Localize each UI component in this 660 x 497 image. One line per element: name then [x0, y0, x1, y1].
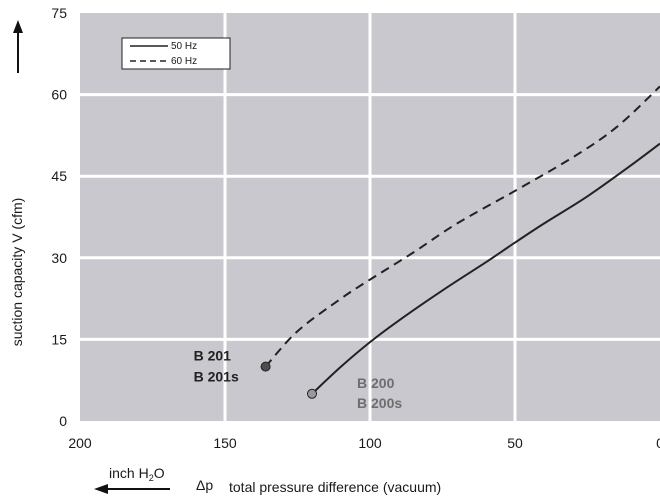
- y-tick-label: 0: [59, 413, 67, 429]
- legend: 50 Hz 60 Hz: [121, 37, 231, 70]
- point-label: B 200s: [357, 395, 402, 411]
- x-axis-unit: inch H2O: [109, 465, 165, 483]
- y-axis-arrowhead: [13, 20, 23, 33]
- y-tick-label: 60: [51, 87, 67, 103]
- y-axis-title-group: suction capacity V (cfm): [9, 20, 25, 346]
- legend-box: [121, 37, 231, 70]
- legend-label-50hz: 50 Hz: [171, 41, 197, 52]
- x-axis-symbol: Δp: [196, 477, 213, 493]
- x-tick-label: 0: [656, 435, 660, 451]
- x-tick-label: 100: [358, 435, 382, 451]
- series-endpoint-marker: [260, 361, 271, 372]
- y-tick-labels: 75 60 45 30 15 0: [51, 5, 67, 429]
- point-label: B 200: [357, 375, 395, 391]
- y-tick-label: 75: [51, 5, 67, 21]
- legend-label-60hz: 60 Hz: [171, 56, 197, 67]
- y-tick-label: 45: [51, 168, 67, 184]
- y-tick-label: 30: [51, 250, 67, 266]
- series-endpoint-marker: [307, 388, 317, 399]
- point-label: B 201s: [194, 369, 239, 385]
- grid-lines: [80, 13, 660, 421]
- y-tick-label: 15: [51, 331, 67, 347]
- x-axis-title-group: inch H2O Δp total pressure difference (v…: [94, 465, 441, 495]
- y-axis-title: suction capacity V (cfm): [9, 198, 25, 347]
- x-tick-label: 150: [213, 435, 237, 451]
- point-label: B 201: [194, 348, 232, 364]
- series-line-60hz: [264, 85, 660, 368]
- x-tick-label: 50: [507, 435, 523, 451]
- x-tick-labels: 200 150 100 50 0: [68, 435, 660, 451]
- x-axis-title: total pressure difference (vacuum): [229, 479, 441, 495]
- series-layer: [264, 85, 660, 395]
- x-axis-arrowhead: [94, 484, 108, 494]
- points-layer: B 201 B 201s B 200 B 200s: [194, 348, 403, 411]
- x-tick-label: 200: [68, 435, 92, 451]
- series-line-50hz: [311, 142, 660, 395]
